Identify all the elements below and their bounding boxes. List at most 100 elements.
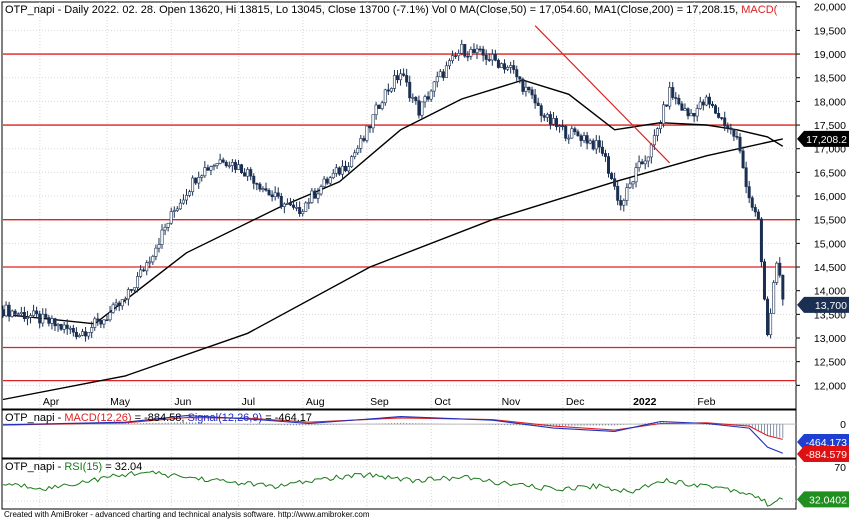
month-label: Aug — [306, 396, 325, 408]
candle-body — [475, 48, 479, 53]
candle-body — [539, 105, 543, 116]
candle-body — [310, 190, 314, 203]
candle-body — [307, 202, 311, 204]
candle-body — [267, 190, 271, 196]
rsi-value-tag-bg — [797, 491, 849, 508]
ma200-value-tag-bg — [797, 130, 849, 147]
macd-header-value: = -884.58, — [132, 412, 188, 424]
candle-body — [714, 105, 718, 114]
candle-body — [273, 192, 277, 198]
last-close-tag-bg — [797, 296, 849, 313]
candle-body — [726, 125, 730, 129]
candle-body — [255, 183, 259, 185]
candle-body — [325, 178, 329, 184]
candle-body — [154, 247, 158, 257]
month-label: May — [110, 396, 131, 408]
candle-body — [1, 309, 5, 317]
candle-body — [451, 55, 455, 61]
candle-body — [288, 203, 292, 206]
candle-body — [282, 203, 286, 207]
candle-body — [331, 172, 335, 178]
signal-value-tag: -884.579 — [797, 446, 849, 462]
candle-body — [600, 146, 604, 154]
candle-body — [123, 298, 127, 301]
candle-body — [319, 186, 323, 195]
candle-body — [184, 195, 188, 201]
candle-body — [29, 315, 33, 318]
candle-body — [637, 161, 641, 168]
candle-body — [551, 118, 555, 125]
candle-body — [454, 55, 458, 57]
month-label: Apr — [43, 396, 60, 408]
rsi-value-tag: 32.0402 — [797, 491, 849, 508]
candle-body — [704, 96, 708, 106]
candle-body — [65, 324, 69, 329]
candle-body — [151, 256, 155, 263]
candle-body — [772, 282, 776, 314]
candle-body — [753, 207, 757, 213]
candle-body — [148, 261, 152, 264]
candle-body — [625, 187, 629, 201]
candle-body — [567, 137, 571, 140]
trendline-layer — [534, 25, 671, 164]
candle-body — [426, 96, 430, 100]
candle-body — [233, 162, 237, 170]
candle-body — [264, 188, 268, 191]
ma200-line — [2, 138, 783, 401]
macd-layer: 0 — [2, 415, 846, 454]
candle-body — [84, 331, 88, 337]
candle-body — [77, 335, 81, 338]
month-labels: Apr May Jun Jul Aug Sep Oct Nov Dec 2022 Feb — [43, 396, 716, 408]
candle-body — [10, 310, 14, 317]
candle-body — [68, 327, 72, 330]
candle-body — [778, 262, 782, 276]
candle-body — [188, 191, 192, 196]
candle-body — [781, 274, 785, 300]
candle-body — [710, 103, 714, 106]
candle-body — [212, 165, 216, 167]
candle-body — [435, 76, 439, 83]
candle-body — [405, 75, 409, 83]
candle-body — [4, 304, 8, 317]
candle-body — [41, 313, 45, 324]
candle-body — [692, 112, 696, 117]
candle-body — [640, 161, 644, 165]
candle-body — [420, 101, 424, 116]
candle-body — [50, 318, 54, 324]
candle-body — [243, 172, 247, 177]
candle-body — [392, 75, 396, 89]
candle-body — [744, 167, 748, 187]
candle-body — [383, 89, 387, 104]
candle-body — [585, 135, 589, 144]
price-tick-label: 16,000 — [814, 191, 846, 203]
price-tick-label: 18,000 — [814, 96, 846, 108]
candle-body — [536, 102, 540, 106]
candle-body — [344, 165, 348, 172]
candle-body — [408, 81, 412, 99]
ma200-layer — [2, 138, 783, 401]
candle-body — [380, 102, 384, 109]
candle-body — [542, 115, 546, 118]
candle-body — [126, 289, 130, 300]
price-tick-label: 13,000 — [814, 333, 846, 345]
candle-body — [197, 177, 201, 184]
candle-body — [417, 100, 421, 116]
signal-header-label: Signal(12,26,9) — [188, 412, 263, 424]
candle-body — [484, 54, 488, 60]
candle-body — [671, 87, 675, 98]
candle-body — [53, 318, 57, 327]
candle-body — [102, 319, 106, 325]
candle-body — [194, 177, 198, 184]
month-label: Dec — [566, 396, 585, 408]
month-label: 2022 — [633, 396, 657, 408]
candle-body — [270, 194, 274, 198]
candle-body — [328, 177, 332, 184]
rsi-header-prefix: OTP_napi - — [5, 461, 64, 473]
macd-tick-label: 0 — [840, 419, 846, 431]
candle-body — [662, 104, 666, 124]
candle-body — [399, 73, 403, 81]
candle-body — [686, 108, 690, 117]
candle-body — [652, 135, 656, 146]
candle-body — [172, 210, 176, 212]
